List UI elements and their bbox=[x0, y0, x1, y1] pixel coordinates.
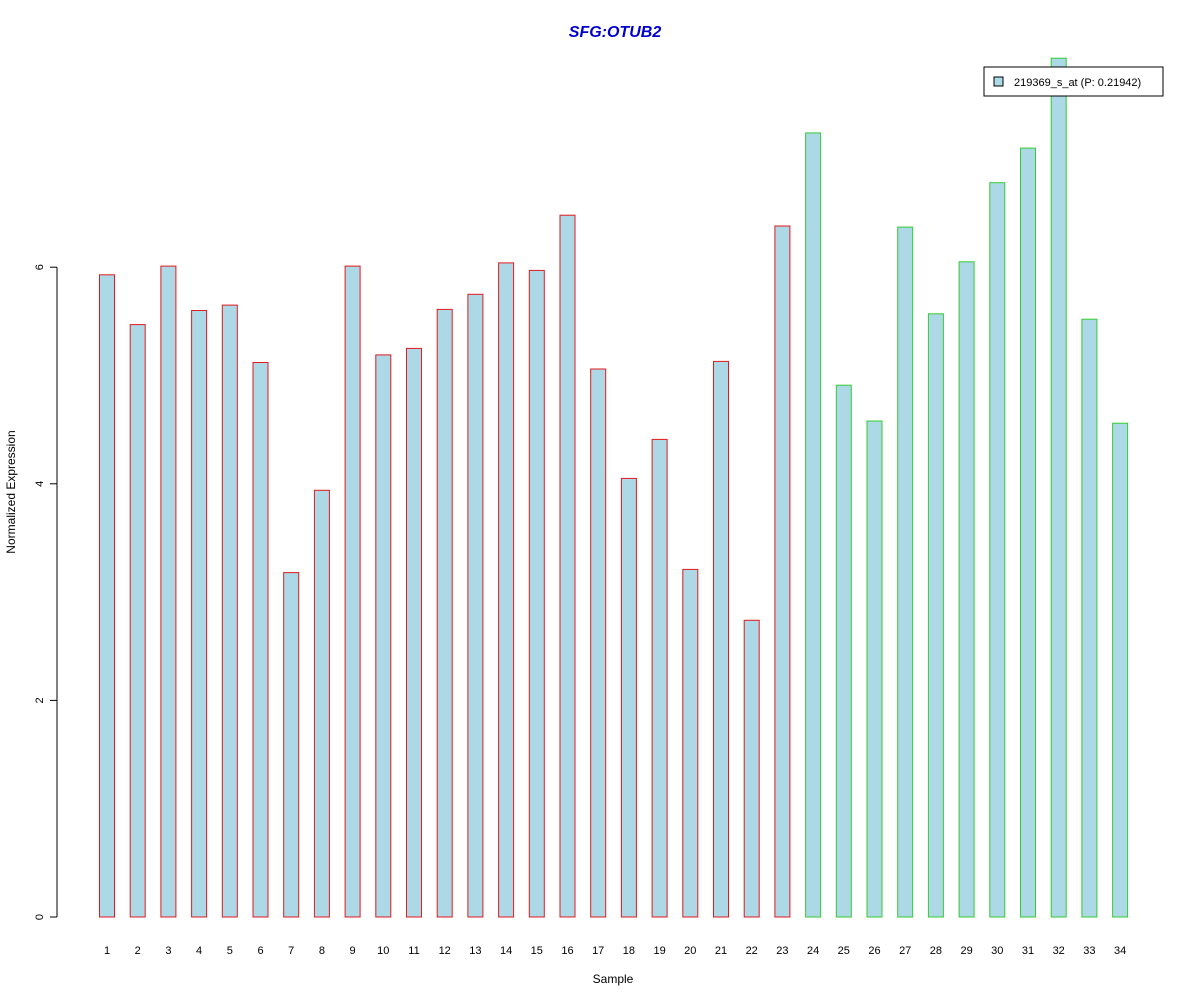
x-tick-label: 10 bbox=[377, 945, 389, 957]
x-tick-label: 16 bbox=[561, 945, 573, 957]
bar-sample-33 bbox=[1081, 318, 1098, 918]
x-tick-label: 14 bbox=[500, 945, 512, 957]
x-tick-label: 21 bbox=[715, 945, 727, 957]
x-tick-label: 17 bbox=[592, 945, 604, 957]
x-tick-label: 31 bbox=[1022, 945, 1034, 957]
bar-sample-17 bbox=[590, 368, 607, 918]
x-tick-label: 23 bbox=[776, 945, 788, 957]
x-tick-label: 7 bbox=[288, 945, 294, 957]
x-tick-label: 26 bbox=[868, 945, 880, 957]
x-tick-label: 1 bbox=[104, 945, 110, 957]
x-tick-label: 15 bbox=[531, 945, 543, 957]
bar-sample-1 bbox=[99, 274, 115, 918]
x-tick-label: 24 bbox=[807, 945, 819, 957]
bar-sample-12 bbox=[436, 308, 453, 918]
bar-sample-11 bbox=[406, 347, 422, 918]
bar-sample-26 bbox=[866, 420, 883, 918]
legend-box bbox=[983, 66, 1164, 97]
legend-label: 219369_s_at (P: 0.21942) bbox=[1014, 77, 1141, 89]
bar-sample-24 bbox=[805, 132, 822, 918]
x-tick-label: 29 bbox=[960, 945, 972, 957]
legend-swatch bbox=[993, 76, 1004, 87]
x-tick-label: 9 bbox=[350, 945, 356, 957]
bar-sample-5 bbox=[221, 304, 238, 918]
bar-sample-34 bbox=[1112, 422, 1129, 918]
x-tick-label: 18 bbox=[623, 945, 635, 957]
chart-title: SFG:OTUB2 bbox=[569, 24, 662, 41]
x-tick-label: 2 bbox=[135, 945, 141, 957]
y-tick-label: 0 bbox=[34, 914, 46, 920]
x-axis-ticks: 1 2 3 4 5 6 7 8 9 10 11 12 13 14 15 16 17 18 19 20 21 22 23 24 2… bbox=[104, 945, 1126, 957]
x-tick-label: 5 bbox=[227, 945, 233, 957]
bar-sample-8 bbox=[313, 489, 330, 918]
y-tick-label: 2 bbox=[34, 697, 46, 703]
x-tick-label: 20 bbox=[684, 945, 696, 957]
bar-sample-18 bbox=[620, 477, 637, 918]
bar-sample-6 bbox=[252, 362, 269, 918]
x-tick-label: 30 bbox=[991, 945, 1003, 957]
x-tick-label: 19 bbox=[653, 945, 665, 957]
bar-sample-13 bbox=[467, 293, 484, 918]
bar-sample-19 bbox=[651, 438, 668, 918]
legend: 219369_s_at (P: 0.21942) bbox=[983, 66, 1164, 97]
bar-sample-31 bbox=[1020, 147, 1036, 918]
bar-sample-16 bbox=[559, 214, 576, 918]
y-tick-label: 6 bbox=[34, 264, 46, 270]
bar-sample-15 bbox=[528, 269, 545, 918]
x-tick-label: 12 bbox=[439, 945, 451, 957]
x-tick-label: 33 bbox=[1083, 945, 1095, 957]
x-tick-label: 3 bbox=[165, 945, 171, 957]
x-tick-label: 22 bbox=[746, 945, 758, 957]
bar-sample-10 bbox=[375, 354, 392, 918]
x-tick-label: 13 bbox=[469, 945, 481, 957]
bar-sample-23 bbox=[774, 225, 791, 918]
y-axis-label: Normalized Expression bbox=[4, 430, 18, 553]
x-tick-label: 25 bbox=[838, 945, 850, 957]
bar-sample-29 bbox=[958, 261, 975, 918]
bar-sample-27 bbox=[897, 226, 914, 918]
bar-sample-25 bbox=[835, 384, 852, 918]
x-tick-label: 27 bbox=[899, 945, 911, 957]
bar-sample-30 bbox=[989, 182, 1006, 918]
bar-sample-9 bbox=[344, 265, 361, 918]
bar-sample-2 bbox=[129, 324, 146, 918]
bar-sample-20 bbox=[682, 568, 699, 918]
x-tick-label: 8 bbox=[319, 945, 325, 957]
x-tick-label: 11 bbox=[408, 945, 419, 957]
bar-sample-14 bbox=[498, 262, 515, 918]
x-tick-label: 6 bbox=[257, 945, 263, 957]
x-tick-label: 28 bbox=[930, 945, 942, 957]
bar-sample-28 bbox=[927, 313, 944, 918]
bars-group bbox=[99, 57, 1129, 918]
y-axis: 0 2 4 6 bbox=[34, 264, 58, 920]
bar-sample-21 bbox=[713, 360, 729, 918]
bar-sample-3 bbox=[160, 265, 177, 918]
bar-sample-4 bbox=[191, 310, 208, 918]
x-tick-label: 34 bbox=[1114, 945, 1126, 957]
bar-sample-32 bbox=[1050, 57, 1067, 918]
x-axis-label: Sample bbox=[593, 972, 634, 986]
x-tick-label: 4 bbox=[196, 945, 202, 957]
x-tick-label: 32 bbox=[1053, 945, 1065, 957]
bar-sample-22 bbox=[743, 619, 760, 918]
y-tick-label: 4 bbox=[34, 481, 46, 487]
bar-sample-7 bbox=[283, 572, 300, 918]
